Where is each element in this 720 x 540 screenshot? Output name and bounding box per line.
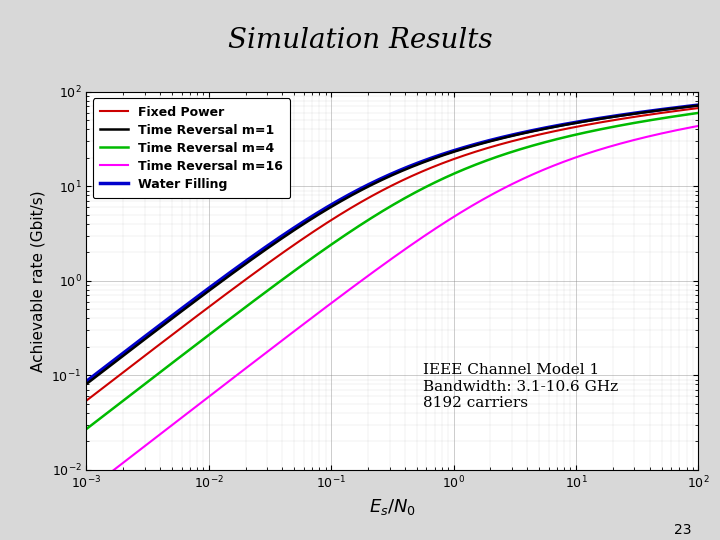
Text: IEEE Channel Model 1
Bandwidth: 3.1-10.6 GHz
8192 carriers: IEEE Channel Model 1 Bandwidth: 3.1-10.6… xyxy=(423,363,618,410)
Text: 23: 23 xyxy=(674,523,691,537)
Y-axis label: Achievable rate (Gbit/s): Achievable rate (Gbit/s) xyxy=(31,190,46,372)
X-axis label: $E_s/N_0$: $E_s/N_0$ xyxy=(369,497,416,517)
Text: Simulation Results: Simulation Results xyxy=(228,27,492,54)
Legend: Fixed Power, Time Reversal m=1, Time Reversal m=4, Time Reversal m=16, Water Fil: Fixed Power, Time Reversal m=1, Time Rev… xyxy=(93,98,290,198)
